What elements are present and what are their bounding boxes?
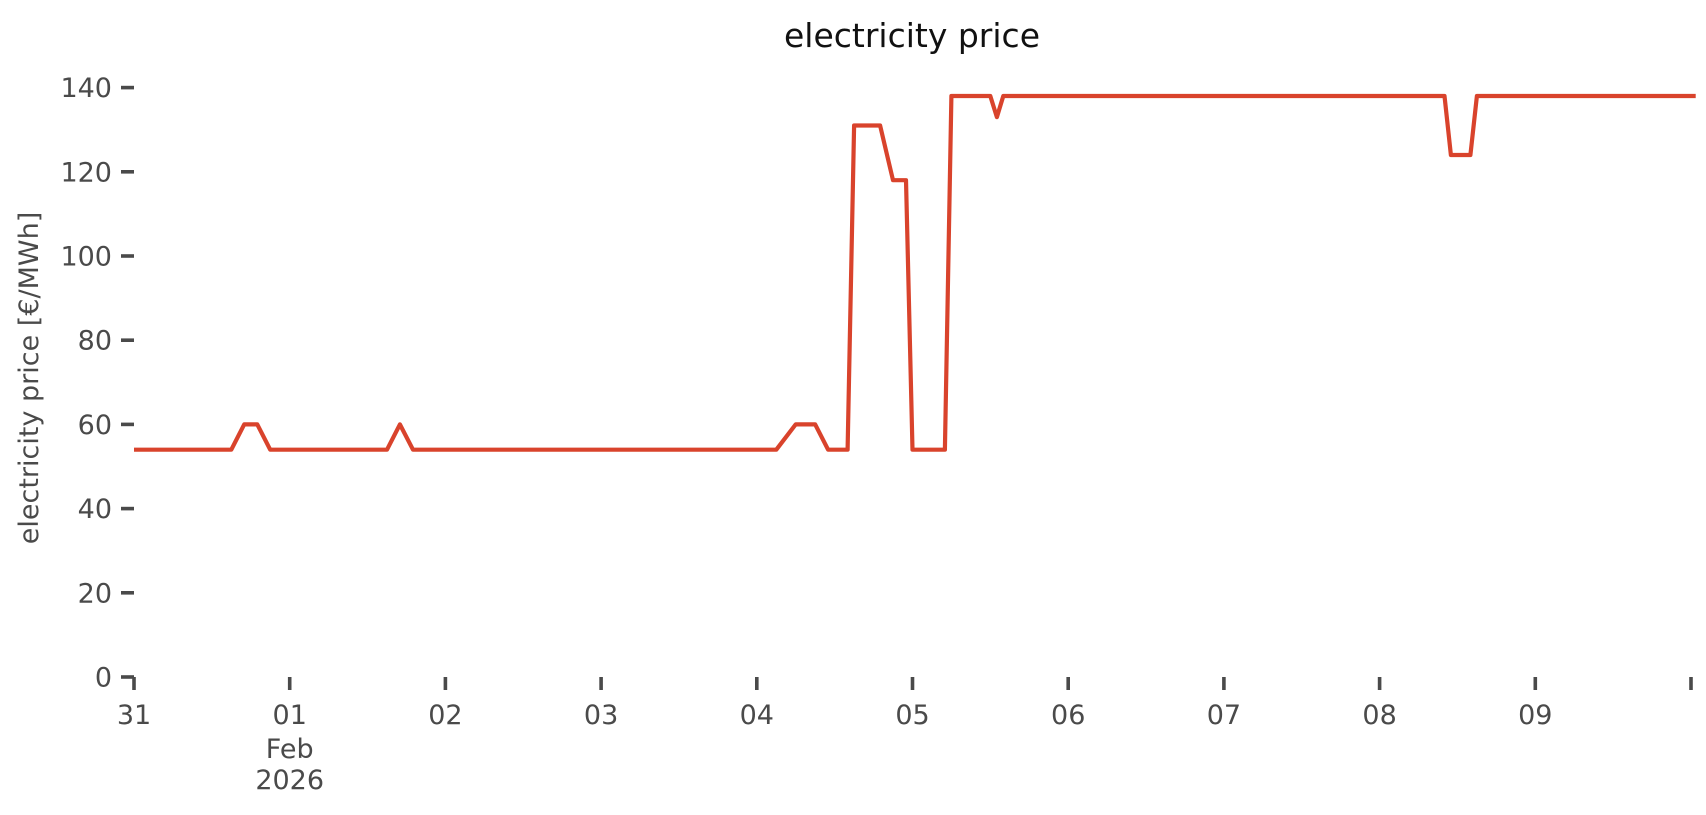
x-tick-label: 01 (273, 700, 307, 731)
y-tick-label: 120 (60, 157, 112, 188)
x-tick-label: 08 (1362, 700, 1396, 731)
y-tick-label: 20 (78, 578, 112, 609)
x-tick-label: 05 (895, 700, 929, 731)
y-tick-label: 0 (95, 663, 112, 694)
x-tick-label: 31 (117, 700, 151, 731)
y-tick-label: 140 (60, 73, 112, 104)
x-axis-year-label: 2026 (255, 765, 324, 796)
y-tick-label: 100 (60, 242, 112, 273)
y-axis-label: electricity price [€/MWh] (14, 212, 45, 544)
x-tick-label: 06 (1051, 700, 1085, 731)
chart-title: electricity price (784, 16, 1040, 55)
y-axis-ticks: 0 20 40 60 80 100 120 140 (60, 73, 134, 694)
x-tick-label: 07 (1207, 700, 1241, 731)
y-tick-label: 40 (78, 494, 112, 525)
x-tick-label: 04 (740, 700, 774, 731)
x-tick-label: 02 (428, 700, 462, 731)
price-line-series (134, 93, 1696, 452)
price-line (134, 93, 1696, 452)
y-tick-label: 60 (78, 410, 112, 441)
x-tick-label: 03 (584, 700, 618, 731)
x-tick-label: 09 (1518, 700, 1552, 731)
x-axis-month-label: Feb (266, 734, 314, 765)
y-tick-label: 80 (78, 326, 112, 357)
